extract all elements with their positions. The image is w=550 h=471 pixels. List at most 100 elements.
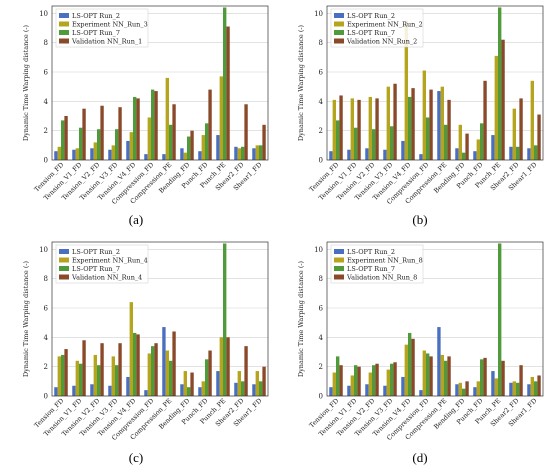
bar	[226, 337, 230, 396]
bar	[54, 387, 58, 396]
bar	[534, 145, 538, 160]
y-tick-label: 2	[319, 127, 323, 135]
bar	[473, 151, 477, 160]
bar	[530, 376, 534, 396]
bar	[444, 124, 448, 160]
bar	[357, 99, 361, 160]
legend-entry: LS-OPT Run_7	[72, 29, 120, 37]
bar	[198, 151, 202, 160]
bar	[216, 371, 220, 396]
bar	[426, 117, 430, 160]
legend-swatch	[59, 13, 69, 18]
bar	[372, 129, 376, 160]
bar	[100, 343, 104, 396]
chart-panel-a: 0 2 4 6 8 10 Tension_FD Tension_V1_FD Tension_V2…	[0, 0, 275, 206]
legend-entry: LS-OPT Run_2	[72, 12, 120, 20]
y-tick-label: 10	[314, 246, 323, 254]
chart-svg-c: 0246810Tension_FDTension_V1_FDTension_V2…	[22, 241, 269, 442]
legend-box	[330, 8, 424, 48]
bar	[447, 99, 451, 160]
bar	[375, 98, 379, 160]
bar	[180, 148, 184, 160]
bar	[72, 149, 76, 160]
bar	[476, 381, 480, 396]
bar	[219, 76, 223, 160]
bar	[147, 353, 151, 396]
legend-swatch	[59, 21, 69, 27]
bar	[527, 384, 531, 396]
bar	[390, 126, 394, 160]
bar	[365, 384, 369, 396]
bar	[501, 360, 505, 396]
chart-svg-a: 0246810Tension_FDTension_V1_FDTension_V2…	[22, 5, 269, 206]
y-tick-label: 4	[44, 98, 49, 106]
bar	[411, 338, 415, 396]
y-tick-label: 8	[319, 39, 323, 47]
legend-entry: LS-OPT Run_2	[347, 12, 395, 20]
chart-panel-d: 0 2 4 6 8 10 Tension_FD Tension_V1_FD Tension_V2…	[275, 236, 550, 442]
bar	[154, 91, 158, 160]
legend-swatch	[59, 257, 69, 263]
legend-entry: LS-OPT Run_7	[72, 265, 120, 273]
bar	[422, 70, 426, 160]
bar	[234, 146, 238, 160]
bar	[372, 365, 376, 396]
y-tick-label: 0	[44, 157, 48, 165]
bar	[483, 357, 487, 396]
bar	[252, 384, 256, 396]
bar	[491, 371, 495, 396]
bar	[383, 385, 387, 396]
bar	[183, 371, 187, 396]
y-tick-label: 0	[319, 157, 323, 165]
y-tick-label: 6	[44, 305, 49, 313]
bar	[205, 123, 209, 160]
bar	[208, 350, 212, 396]
legend-swatch	[334, 274, 344, 280]
bar	[465, 381, 469, 396]
y-axis-label: Dynamic Time Warping distance (-)	[297, 24, 305, 141]
bar	[198, 387, 202, 396]
bar	[332, 99, 336, 160]
legend-box	[55, 8, 149, 48]
panel-label-d: (d)	[412, 450, 428, 465]
y-tick-label: 8	[44, 275, 48, 283]
bar	[172, 104, 176, 160]
bar	[534, 381, 538, 396]
chart-svg-d: 0246810Tension_FDTension_V1_FDTension_V2…	[297, 241, 544, 442]
legend-swatch	[334, 13, 344, 18]
bar	[180, 384, 184, 396]
bar	[118, 343, 122, 396]
bar	[501, 39, 505, 160]
bar	[129, 132, 133, 160]
y-axis-label: Dynamic Time Warping distance (-)	[22, 24, 30, 141]
bar	[419, 154, 423, 160]
bar	[393, 83, 397, 160]
bar	[401, 376, 405, 396]
y-tick-label: 2	[44, 363, 48, 371]
legend-entry: LS-OPT Run_7	[347, 265, 395, 273]
bar	[458, 382, 462, 396]
bar	[75, 360, 79, 396]
bar	[480, 123, 484, 160]
legend-entry: Validation NN_Run_2	[346, 38, 417, 46]
plot-frame	[326, 5, 544, 161]
bar	[64, 349, 68, 396]
y-tick-label: 4	[319, 98, 324, 106]
bar	[519, 98, 523, 160]
bar	[404, 20, 408, 160]
panel-label-b: (b)	[412, 212, 428, 227]
bar	[216, 135, 220, 160]
bar	[187, 136, 191, 160]
legend-swatch	[334, 249, 344, 254]
bar	[237, 371, 241, 396]
bar	[255, 371, 259, 396]
bar	[57, 356, 61, 396]
y-tick-label: 10	[39, 246, 48, 254]
bar	[336, 120, 340, 160]
y-tick-label: 0	[319, 393, 323, 401]
bar	[491, 135, 495, 160]
bar	[118, 107, 122, 160]
y-axis-label: Dynamic Time Warping distance (-)	[297, 260, 305, 377]
legend-entry: LS-OPT Run_2	[72, 248, 120, 256]
bar	[111, 145, 115, 160]
